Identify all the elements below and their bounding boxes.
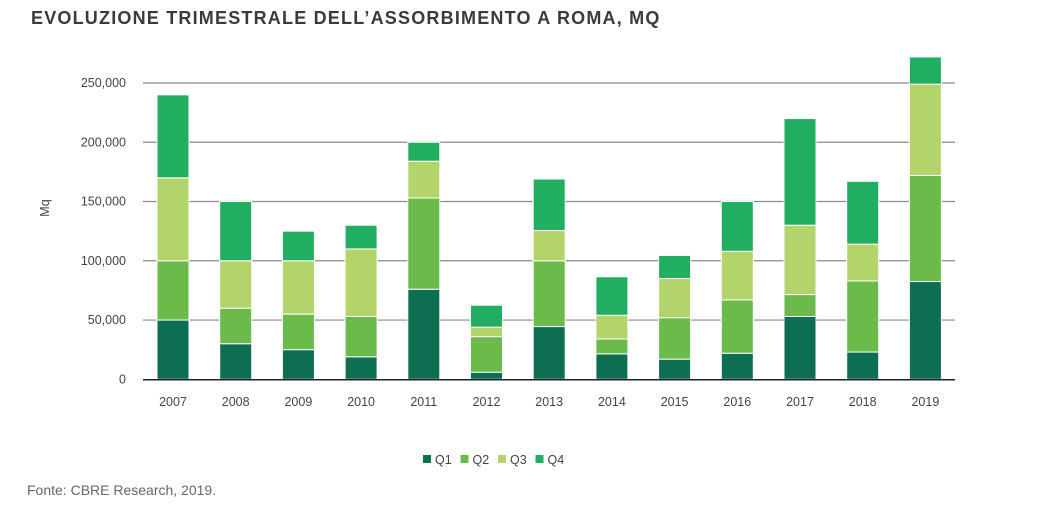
bar-segment-q3-2010 (344, 248, 378, 317)
legend-label-q2: Q2 (473, 453, 490, 467)
bar-segment-q4-2019 (908, 56, 942, 85)
bar-segment-q2-2015 (658, 317, 692, 360)
bar-segment-q2-2009 (281, 313, 315, 351)
bar-segment-q2-2008 (219, 307, 253, 345)
source-note: Fonte: CBRE Research, 2019. (27, 482, 217, 498)
x-tick-label: 2010 (347, 395, 375, 409)
bar-segment-q1-2018 (846, 351, 880, 380)
bar-segment-q2-2013 (532, 260, 566, 328)
legend-label-q1: Q1 (435, 453, 452, 467)
bar-segment-q3-2007 (156, 177, 190, 262)
y-axis-label: Mq (38, 199, 52, 216)
x-tick-label: 2007 (159, 395, 187, 409)
bar-segment-q2-2014 (595, 338, 629, 355)
bar-segment-q1-2010 (344, 356, 378, 380)
bar-segment-q2-2010 (344, 315, 378, 358)
bar-segment-q4-2015 (658, 254, 692, 280)
bar-segment-q4-2018 (846, 180, 880, 245)
bar-segment-q1-2013 (532, 326, 566, 380)
bar-segment-q2-2017 (783, 294, 817, 317)
x-tick-label: 2015 (661, 395, 689, 409)
bar-segment-q3-2019 (908, 83, 942, 176)
x-tick-label: 2019 (911, 395, 939, 409)
x-tick-label: 2018 (849, 395, 877, 409)
bar-segment-q1-2017 (783, 315, 817, 380)
x-tick-label: 2011 (410, 395, 437, 409)
bar-segment-q3-2013 (532, 230, 566, 262)
bar-segment-q3-2018 (846, 243, 880, 282)
legend-swatch-q3 (498, 455, 506, 463)
legend-swatch-q2 (460, 455, 469, 463)
bar-segment-q3-2011 (407, 160, 441, 199)
bar-segment-q4-2009 (281, 230, 315, 262)
x-tick-label: 2017 (786, 395, 814, 409)
legend-swatch-q4 (535, 455, 544, 463)
bar-segment-q1-2011 (407, 288, 441, 380)
bar-segment-q3-2016 (720, 250, 754, 301)
legend-label-q4: Q4 (548, 453, 565, 467)
y-tick-label: 100,000 (81, 254, 126, 268)
bar-segment-q1-2019 (908, 281, 942, 380)
bar-segment-q2-2016 (720, 299, 754, 354)
bar-segment-q3-2009 (281, 260, 315, 315)
y-tick-label: 250,000 (81, 76, 126, 90)
x-tick-label: 2013 (535, 395, 563, 409)
bar-segment-q2-2019 (908, 174, 942, 283)
bar-segment-q4-2012 (470, 304, 503, 328)
bar-segment-q4-2011 (407, 141, 441, 162)
bar-segment-q3-2014 (595, 314, 629, 340)
x-tick-label: 2016 (723, 395, 751, 409)
bar-segment-q4-2014 (595, 276, 629, 316)
y-tick-label: 0 (119, 372, 126, 386)
bar-segment-q3-2008 (219, 260, 253, 309)
bar-segment-q4-2013 (532, 178, 566, 232)
bar-segment-q2-2012 (470, 336, 503, 373)
bar-segment-q4-2017 (783, 118, 817, 226)
bar-segment-q2-2007 (156, 260, 190, 321)
x-tick-label: 2008 (222, 395, 250, 409)
bar-segment-q3-2012 (470, 326, 503, 338)
bar-segment-q3-2017 (783, 224, 817, 296)
y-tick-label: 150,000 (81, 195, 126, 209)
bar-segment-q4-2007 (156, 94, 190, 179)
bar-segment-q4-2008 (219, 201, 253, 262)
y-tick-label: 50,000 (88, 313, 126, 327)
y-tick-label: 200,000 (81, 135, 126, 149)
bar-segment-q1-2007 (156, 319, 190, 380)
bar-segment-q4-2010 (344, 224, 378, 250)
x-tick-label: 2014 (598, 395, 626, 409)
bar-segment-q1-2012 (470, 371, 503, 380)
bar-segment-q1-2015 (658, 358, 692, 380)
chart-title: EVOLUZIONE TRIMESTRALE DELL’ASSORBIMENTO… (31, 8, 661, 28)
legend-swatch-q1 (423, 455, 431, 463)
bar-segment-q1-2016 (720, 352, 754, 380)
bar-segment-q4-2016 (720, 201, 754, 252)
bar-segment-q2-2018 (846, 280, 880, 353)
bar-segment-q1-2014 (595, 353, 629, 380)
x-tick-label: 2009 (284, 395, 312, 409)
bar-segment-q1-2008 (219, 343, 253, 380)
x-tick-label: 2012 (473, 395, 501, 409)
bar-segment-q1-2009 (281, 349, 315, 380)
bar-segment-q3-2015 (658, 278, 692, 319)
legend-label-q3: Q3 (510, 453, 527, 467)
bar-segment-q2-2011 (407, 197, 441, 290)
